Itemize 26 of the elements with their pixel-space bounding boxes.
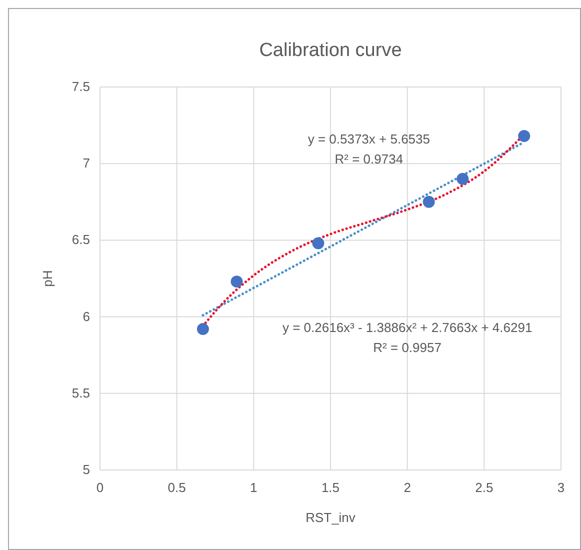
x-tick-label: 2.5 xyxy=(475,480,494,495)
y-tick-label: 6.5 xyxy=(72,232,90,248)
annotation: R² = 0.9734 xyxy=(334,152,404,167)
y-tick-label: 7.5 xyxy=(72,79,90,94)
annotation: R² = 0.9957 xyxy=(373,340,442,356)
x-tick-label: 0 xyxy=(96,480,104,495)
annotation: y = 0.5373x + 5.6535 xyxy=(308,132,430,147)
x-tick-label: 1.5 xyxy=(321,480,340,495)
y-tick-label: 5.5 xyxy=(72,385,90,400)
chart-title: Calibration curve xyxy=(259,40,402,61)
y-tick-label: 6 xyxy=(82,308,90,324)
x-axis-title: RST_inv xyxy=(306,510,356,525)
y-tick-label: 7 xyxy=(82,156,90,171)
x-tick-label: 3 xyxy=(557,480,565,495)
point xyxy=(422,196,435,208)
x-tick-label: 1 xyxy=(250,480,258,495)
y-axis-title: pH xyxy=(40,270,55,287)
y-tick-label: 5 xyxy=(82,462,90,477)
point xyxy=(230,276,243,288)
annotation: y = 0.2616x³ - 1.3886x² + 2.7663x + 4.6291 xyxy=(282,320,532,336)
point xyxy=(456,172,469,185)
x-tick-label: 2 xyxy=(404,480,411,495)
point xyxy=(518,130,530,142)
x-tick-label: 0.5 xyxy=(168,480,186,495)
point xyxy=(196,323,209,336)
point xyxy=(312,237,324,250)
